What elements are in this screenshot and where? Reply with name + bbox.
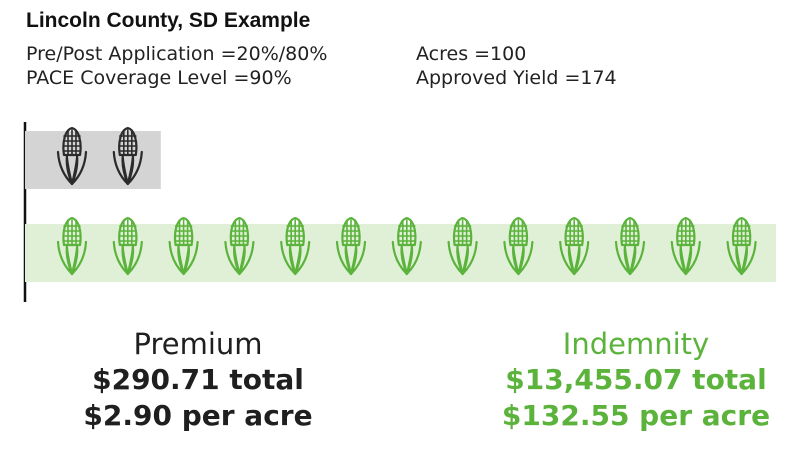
indemnity-corn-icon-2: [112, 216, 143, 276]
indemnity-corn-icon-7: [391, 216, 422, 276]
indemnity-label: Indemnity: [562, 327, 710, 361]
info-left: Pre/Post Application =20%/80% PACE Cover…: [26, 42, 327, 90]
indemnity-corn-icon-12: [670, 216, 701, 276]
premium-label: Premium: [133, 327, 263, 361]
indemnity-summary: Indemnity $13,455.07 total $132.55 per a…: [476, 326, 796, 434]
premium-per-acre: $2.90 per acre: [83, 399, 313, 432]
chart-title: Lincoln County, SD Example: [26, 9, 311, 32]
indemnity-corn-icon-1: [56, 216, 88, 276]
indemnity-corn-icon-5: [280, 216, 311, 276]
premium-summary: Premium $290.71 total $2.90 per acre: [38, 326, 358, 434]
indemnity-per-acre: $132.55 per acre: [501, 399, 771, 432]
indemnity-corn-icon-11: [614, 216, 646, 276]
acres: Acres =100: [416, 43, 527, 65]
indemnity-corn-icon-3: [168, 216, 199, 276]
info-right: Acres =100 Approved Yield =174: [416, 42, 617, 90]
indemnity-corn-icon-6: [335, 216, 367, 276]
indemnity-corn-icon-10: [559, 216, 590, 276]
approved-yield: Approved Yield =174: [416, 67, 617, 89]
pace-coverage-level: PACE Coverage Level =90%: [26, 67, 292, 89]
pre-post-application: Pre/Post Application =20%/80%: [26, 43, 328, 65]
indemnity-corn-icon-13: [726, 216, 757, 276]
premium-corn-icon-1: [56, 126, 88, 186]
indemnity-corn-icon-9: [503, 216, 534, 276]
indemnity-corn-icon-4: [224, 216, 255, 276]
premium-band: [25, 131, 161, 189]
premium-total: $290.71 total: [92, 363, 304, 396]
indemnity-corn-icon-8: [447, 216, 478, 276]
premium-corn-icon-2: [112, 126, 143, 186]
indemnity-total: $13,455.07 total: [505, 363, 767, 396]
